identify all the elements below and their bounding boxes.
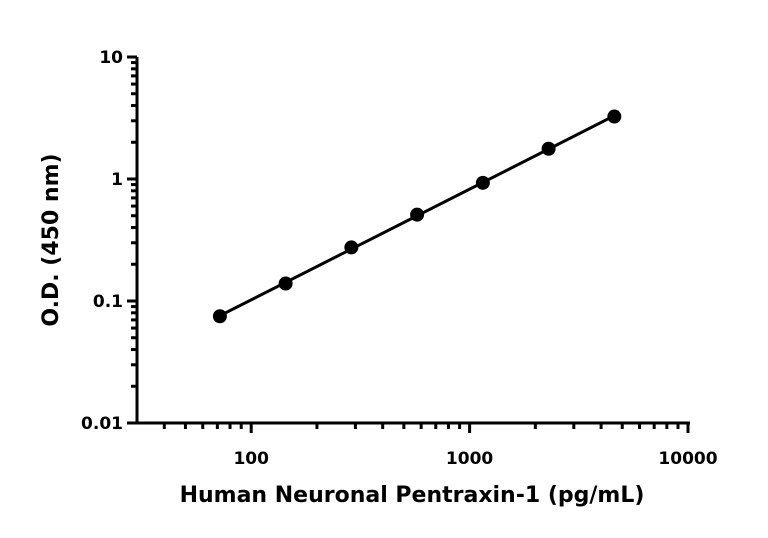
y-tick-label: 0.01 bbox=[81, 414, 123, 434]
x-axis-title: Human Neuronal Pentraxin-1 (pg/mL) bbox=[180, 483, 645, 508]
data-point bbox=[212, 309, 227, 324]
data-point bbox=[344, 240, 359, 255]
x-tick-label: 1000 bbox=[446, 449, 493, 469]
y-tick-label: 1 bbox=[111, 170, 123, 190]
marks bbox=[212, 109, 622, 324]
x-tick-label: 10000 bbox=[658, 449, 717, 469]
axes: 100 1000 10000 0.01 0.1 1 10 bbox=[81, 48, 718, 469]
y-tick-label: 10 bbox=[99, 48, 123, 68]
data-point bbox=[278, 276, 293, 291]
data-point bbox=[410, 207, 425, 222]
y-axis-title: O.D. (450 nm) bbox=[39, 153, 64, 326]
data-point bbox=[541, 141, 556, 156]
data-point bbox=[475, 175, 490, 190]
y-tick-label: 0.1 bbox=[93, 292, 123, 312]
data-point bbox=[607, 109, 622, 124]
x-tick-label: 100 bbox=[233, 449, 269, 469]
